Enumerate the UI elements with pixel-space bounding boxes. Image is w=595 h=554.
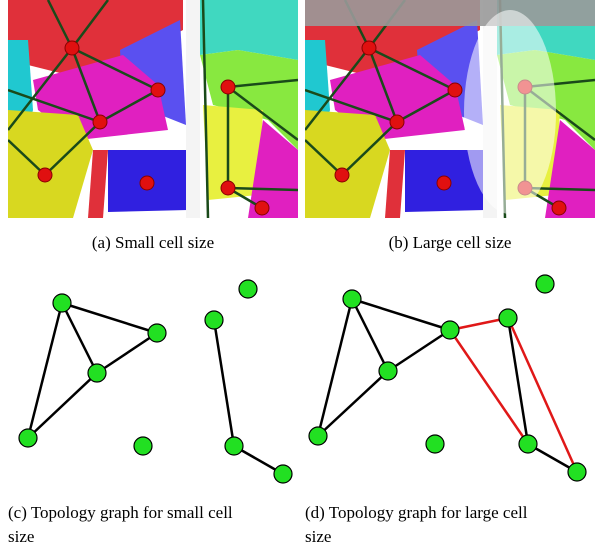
segmentation-image-large — [305, 0, 595, 218]
caption-d-wrap: size — [305, 527, 331, 546]
page: {"subfigures": [ {"label": "(a)", "capti… — [0, 0, 595, 549]
caption-d: (d) Topology graph for large cell — [305, 503, 528, 522]
topology-graph-large — [309, 275, 586, 481]
segmentation-image-small — [8, 0, 298, 218]
topology-graph-small — [19, 280, 292, 483]
caption-c: (c) Topology graph for small cell — [8, 503, 233, 522]
caption-b: (b) Large cell size — [389, 233, 512, 252]
caption-c-wrap: size — [8, 527, 34, 546]
caption-a: (a) Small cell size — [92, 233, 214, 252]
figure: (a) Small cell size (b) Large cell size — [0, 0, 595, 549]
